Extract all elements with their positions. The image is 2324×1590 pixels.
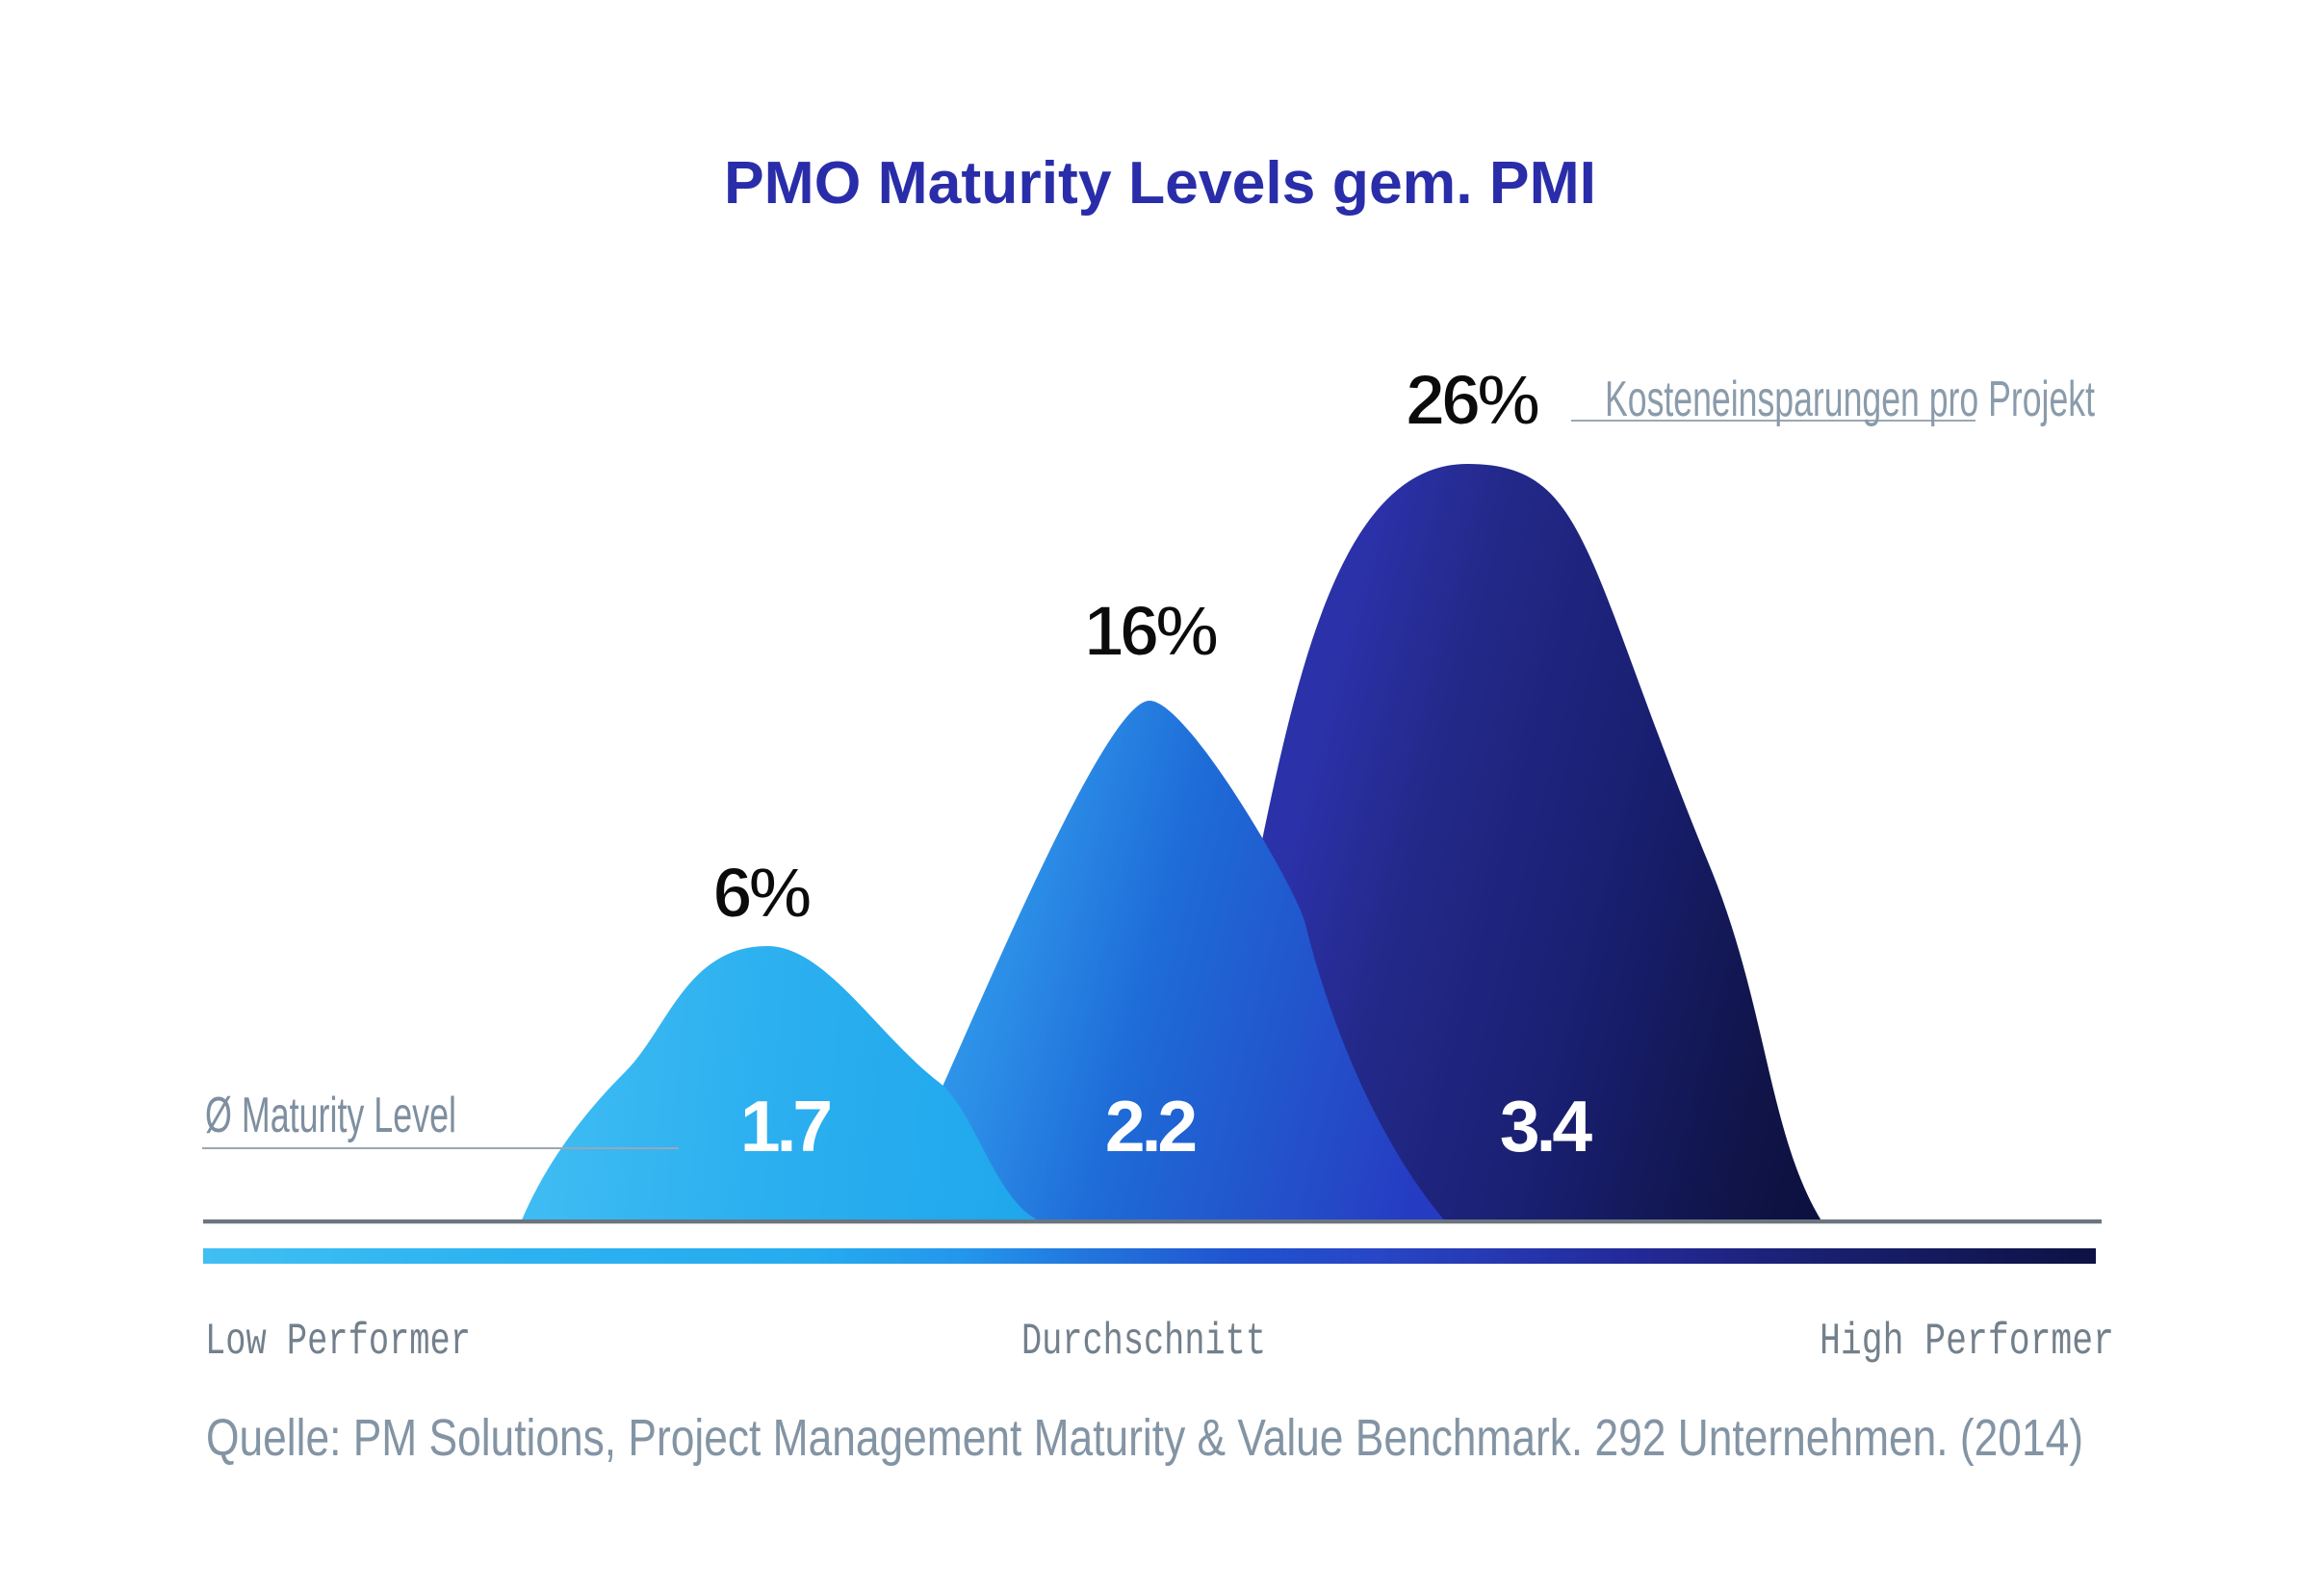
svg-text:Low Performer: Low Performer [205,1317,471,1367]
svg-text:High Performer: High Performer [1820,1317,2114,1367]
svg-text:3.4: 3.4 [1500,1086,1593,1167]
svg-text:Durchschnitt: Durchschnitt [1021,1317,1266,1367]
svg-text:6%: 6% [713,853,811,933]
svg-text:26%: 26% [1406,360,1538,440]
svg-text:Quelle: PM Solutions, Project: Quelle: PM Solutions, Project Management… [206,1409,2083,1467]
svg-text:1.7: 1.7 [740,1086,831,1167]
svg-text:Ø Maturity Level: Ø Maturity Level [205,1088,456,1143]
svg-text:2.2: 2.2 [1105,1086,1196,1167]
svg-text:Kosteneinsparungen pro Projekt: Kosteneinsparungen pro Projekt [1605,372,2095,427]
svg-text:PMO Maturity Levels gem. PMI: PMO Maturity Levels gem. PMI [724,150,1596,217]
svg-text:16%: 16% [1084,591,1217,671]
